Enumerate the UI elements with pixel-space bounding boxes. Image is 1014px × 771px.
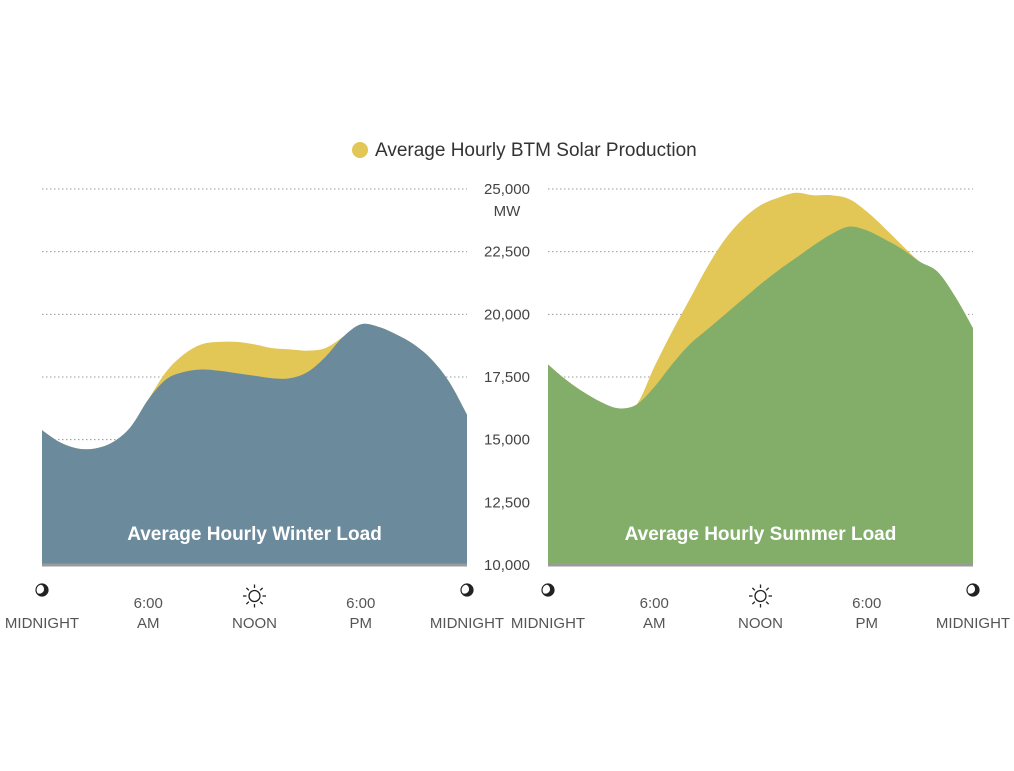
y-tick-label: 22,500 — [484, 244, 530, 261]
x-tick-time: 6:00 — [346, 595, 375, 612]
legend-swatch-solar — [352, 142, 368, 158]
y-unit-label: MW — [494, 203, 521, 220]
areas — [42, 192, 973, 567]
sun-icon — [243, 584, 266, 608]
x-tick-label: MIDNIGHT — [936, 615, 1010, 632]
x-axis: MIDNIGHT 6:00 AM NOON 6:00 PM MIDNIGHT MIDNIGHT… — [5, 583, 1010, 632]
x-tick: 6:00 PM — [346, 595, 375, 632]
x-tick-label: NOON — [738, 615, 783, 632]
x-tick: 6:00 AM — [640, 595, 669, 632]
x-tick-label: MIDNIGHT — [5, 615, 79, 632]
x-tick: 6:00 PM — [852, 595, 881, 632]
x-tick: MIDNIGHT — [5, 583, 79, 632]
y-axis: MW 25,000 22,500 20,000 17,500 15,000 12,500 1… — [484, 181, 530, 574]
y-tick-label: 25,000 — [484, 181, 530, 198]
sun-icon — [749, 584, 772, 608]
x-tick-time: 6:00 — [640, 595, 669, 612]
x-tick: NOON — [232, 584, 277, 632]
legend: Average Hourly BTM Solar Production — [352, 140, 697, 161]
legend-label-solar: Average Hourly BTM Solar Production — [375, 140, 697, 161]
moon-icon — [459, 583, 474, 597]
x-tick: NOON — [738, 584, 783, 632]
y-tick-label: 20,000 — [484, 306, 530, 323]
moon-icon — [540, 583, 555, 597]
x-tick-label: AM — [137, 615, 160, 632]
y-tick-label: 12,500 — [484, 494, 530, 511]
moon-icon — [34, 583, 49, 597]
chart-title-label: Average Hourly Winter Load — [127, 524, 382, 545]
chart-title-label: Average Hourly Summer Load — [625, 524, 897, 545]
y-tick-label: 10,000 — [484, 557, 530, 574]
y-tick-label: 17,500 — [484, 369, 530, 386]
moon-icon — [965, 583, 980, 597]
x-tick-label: MIDNIGHT — [430, 615, 504, 632]
x-tick-label: MIDNIGHT — [511, 615, 585, 632]
x-tick-label: NOON — [232, 615, 277, 632]
x-tick-label: AM — [643, 615, 666, 632]
x-tick-label: PM — [856, 615, 879, 632]
load-area — [548, 226, 973, 565]
x-tick: 6:00 AM — [134, 595, 163, 632]
load-area — [42, 323, 467, 565]
x-tick-label: PM — [350, 615, 373, 632]
x-tick-time: 6:00 — [134, 595, 163, 612]
x-tick: MIDNIGHT — [936, 583, 1010, 632]
x-tick: MIDNIGHT — [511, 583, 585, 632]
chart-labels: Average Hourly Winter Load Average Hourly… — [127, 524, 896, 545]
y-tick-label: 15,000 — [484, 432, 530, 449]
x-tick-time: 6:00 — [852, 595, 881, 612]
x-tick: MIDNIGHT — [430, 583, 504, 632]
